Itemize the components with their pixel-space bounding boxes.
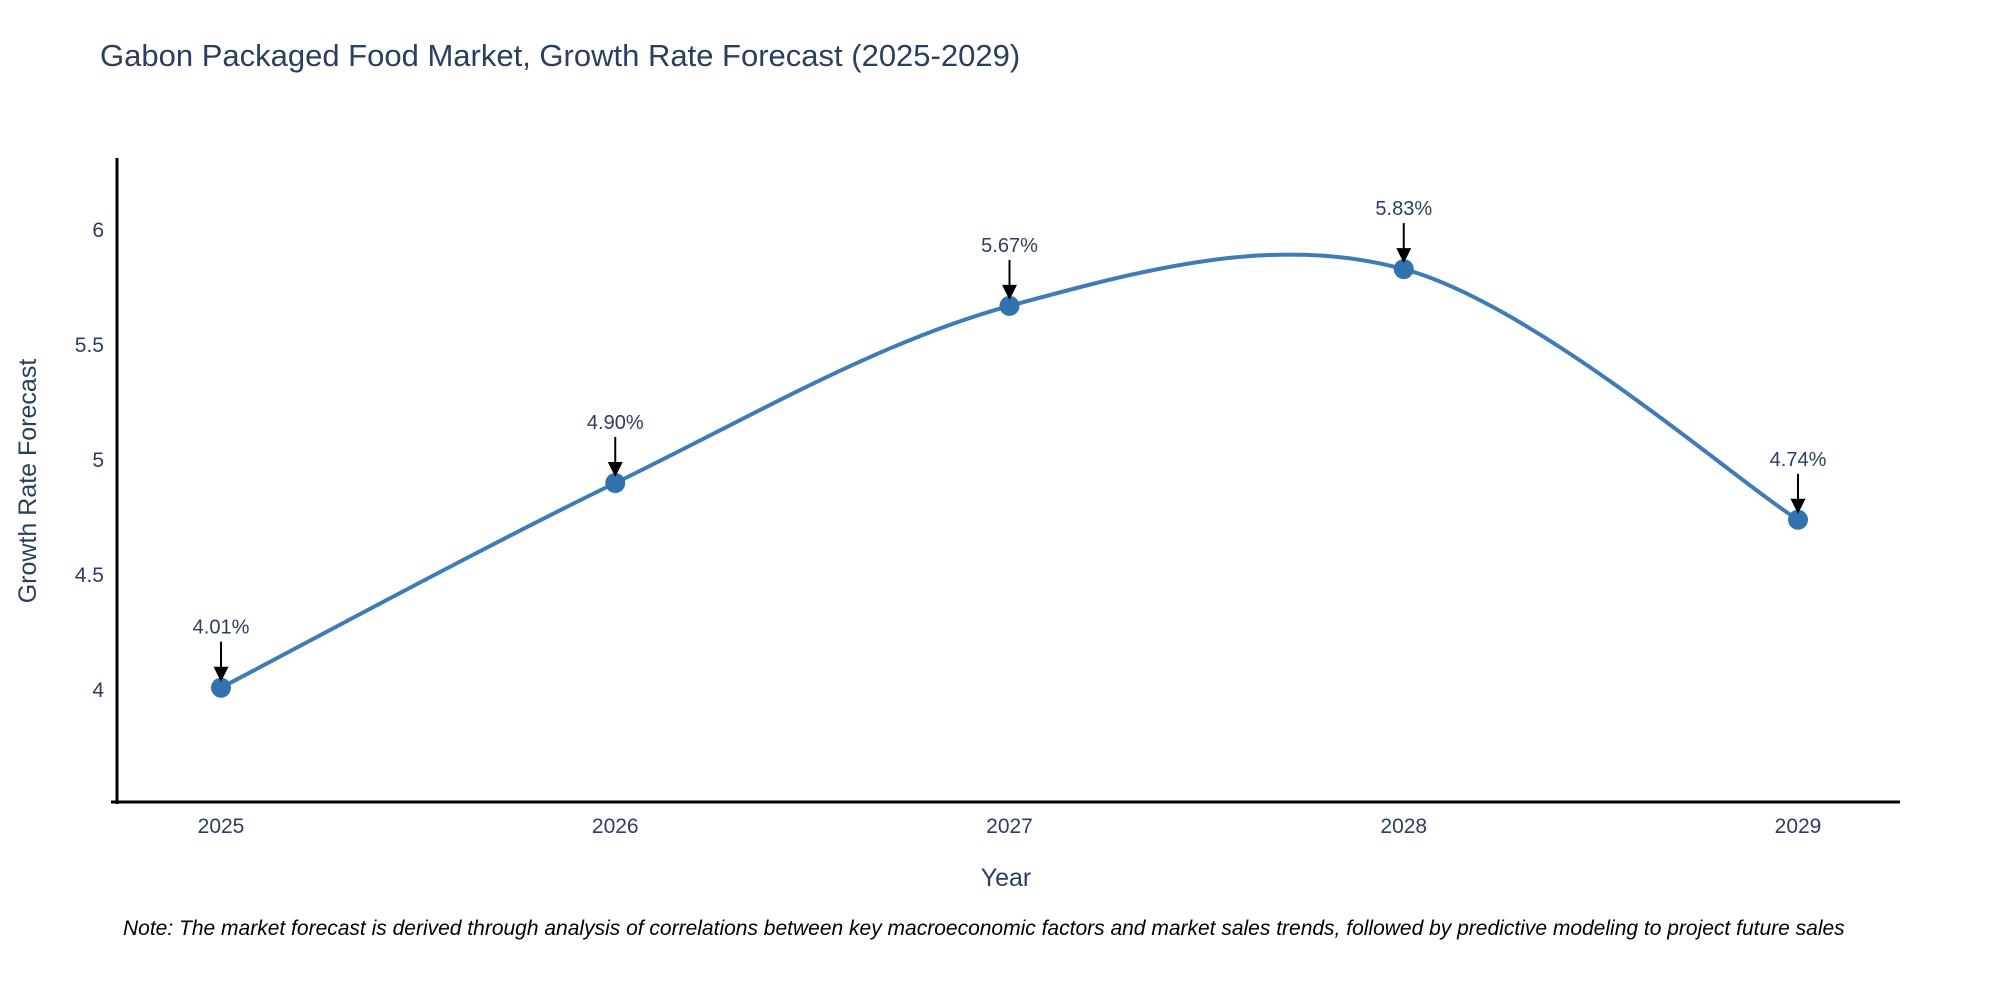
x-axis-title: Year [981, 864, 1032, 892]
y-tick-label: 6 [92, 219, 104, 242]
point-value-label: 5.83% [1375, 198, 1432, 220]
footnote: Note: The market forecast is derived thr… [123, 917, 1845, 940]
series-line [219, 252, 1800, 690]
annotation-arrowhead-icon [1002, 284, 1017, 300]
annotation-arrowhead-icon [1396, 248, 1412, 264]
point-value-label: 4.90% [587, 412, 644, 434]
data-point[interactable] [1393, 259, 1414, 280]
y-tick-label: 4.5 [75, 564, 104, 587]
point-value-label: 5.67% [981, 235, 1038, 257]
annotation-arrowhead-icon [1790, 498, 1806, 514]
y-tick-label: 4 [92, 679, 104, 702]
annotation-arrowhead-icon [213, 666, 229, 682]
y-tick-label: 5 [92, 449, 104, 472]
x-tick-label: 2028 [1380, 815, 1427, 838]
data-point[interactable] [605, 473, 626, 493]
y-tick-label: 5.5 [75, 334, 104, 357]
x-tick-label: 2025 [198, 815, 245, 838]
data-point[interactable] [1788, 509, 1808, 530]
data-point[interactable] [211, 677, 231, 698]
point-value-label: 4.01% [193, 617, 250, 639]
x-tick-label: 2026 [592, 815, 639, 838]
x-tick-label: 2027 [986, 815, 1033, 838]
y-axis-title: Growth Rate Forecast [14, 359, 42, 604]
data-point[interactable] [999, 295, 1020, 316]
x-tick-label: 2029 [1775, 815, 1822, 838]
chart-title: Gabon Packaged Food Market, Growth Rate … [100, 38, 1021, 73]
annotation-arrowhead-icon [607, 462, 623, 477]
point-value-label: 4.74% [1770, 449, 1827, 471]
